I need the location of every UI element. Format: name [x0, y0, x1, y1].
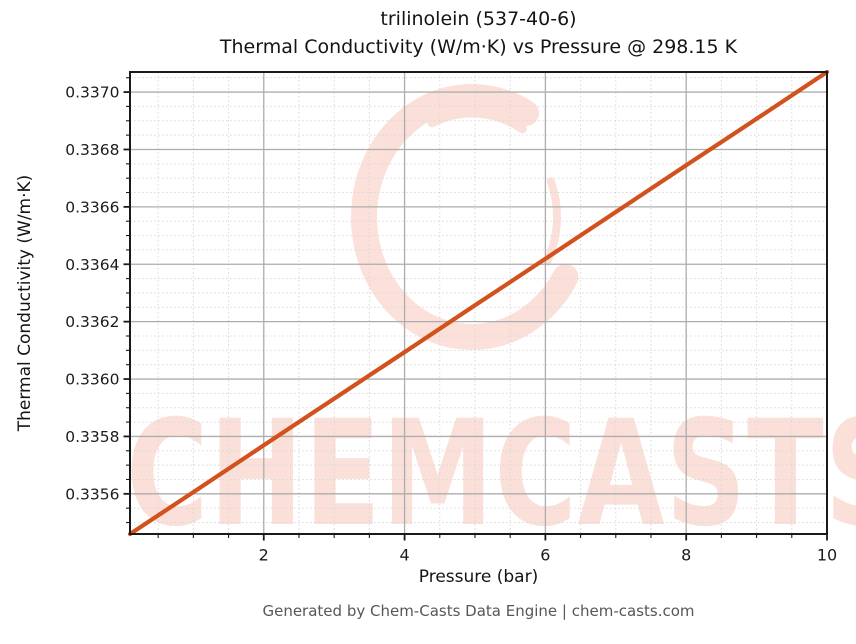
x-tick-label: 10	[817, 546, 837, 565]
y-tick-label: 0.3362	[65, 313, 119, 331]
y-tick-label: 0.3366	[65, 198, 119, 216]
footer-attribution: Generated by Chem-Casts Data Engine | ch…	[262, 602, 695, 620]
y-tick-label: 0.3360	[65, 371, 119, 389]
y-tick-label: 0.3370	[65, 84, 119, 102]
data-series-line	[127, 69, 830, 537]
plot-border	[129, 71, 828, 535]
y-tick-label: 0.3358	[65, 428, 119, 446]
chart-title-line2: Thermal Conductivity (W/m·K) vs Pressure…	[219, 36, 738, 58]
major-grid	[130, 72, 828, 534]
watermark-logo	[351, 84, 579, 350]
y-tick-label: 0.3364	[65, 256, 119, 274]
x-tick-label: 2	[259, 546, 269, 565]
y-tick-label: 0.3368	[65, 141, 119, 159]
chart-title: trilinolein (537-40-6) Thermal Conductiv…	[130, 5, 827, 61]
chart-title-line1: trilinolein (537-40-6)	[380, 8, 577, 30]
x-tick-label: 6	[540, 546, 550, 565]
y-axis-label: Thermal Conductivity (W/m·K)	[15, 174, 35, 432]
watermark-ring-flick-top	[427, 108, 527, 134]
x-tick-label: 4	[399, 546, 409, 565]
watermark-ring-stroke	[351, 84, 579, 350]
plot-area: 2 4 6 8 10 0.3356 0.3358 0.3360 0.3362 0.3364 0.33…	[65, 69, 837, 565]
ticks	[123, 77, 828, 541]
y-tick-label: 0.3356	[65, 485, 119, 503]
x-tick-label: 8	[681, 546, 691, 565]
x-axis-label: Pressure (bar)	[418, 567, 539, 587]
